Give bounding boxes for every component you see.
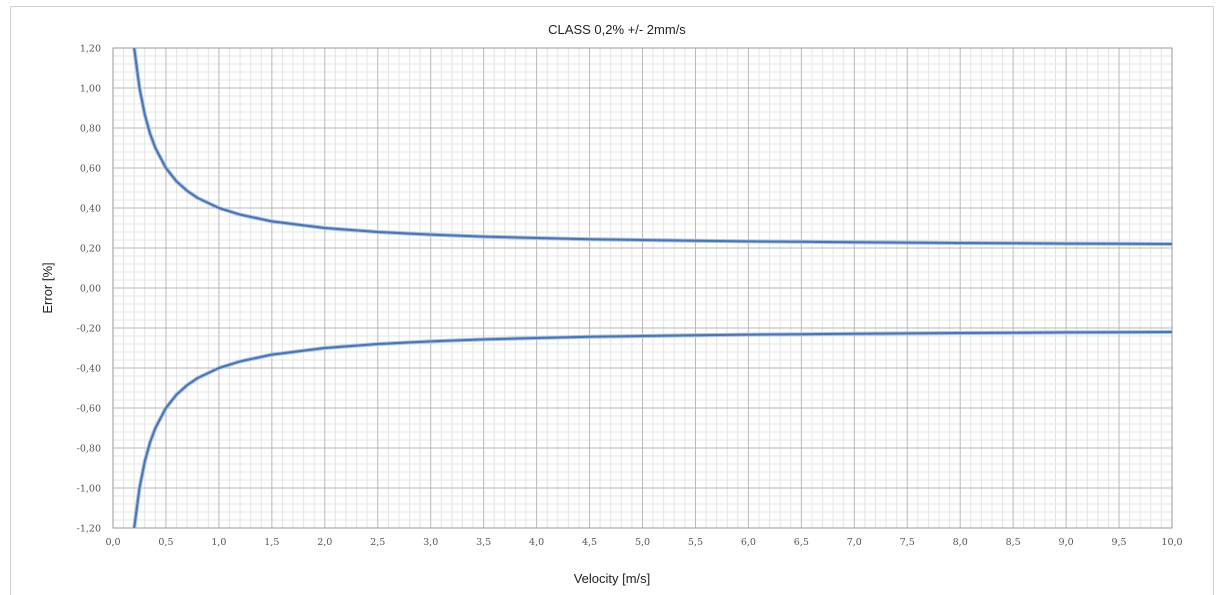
y-tick-label: 0,60 [80, 164, 101, 175]
y-tick-label: 1,00 [80, 84, 101, 95]
x-tick-label: 6,5 [794, 537, 809, 548]
major-gridlines [112, 47, 1173, 529]
y-tick-label: -0,20 [77, 324, 101, 335]
y-tick-label: 0,80 [80, 124, 101, 135]
y-tick-label: -0,80 [77, 444, 101, 455]
y-axis-ticks: 1,20 1,00 0,80 0,60 0,40 0,20 0,00 -0,20 -0,40 -0… [77, 44, 101, 535]
x-tick-label: 3,5 [476, 537, 491, 548]
x-tick-label: 8,0 [953, 537, 968, 548]
x-tick-label: 4,5 [582, 537, 597, 548]
x-tick-label: 0,5 [158, 537, 173, 548]
x-tick-label: 2,0 [317, 537, 332, 548]
x-axis-ticks: 0,0 0,5 1,0 1,5 2,0 2,5 3,0 3,5 4,0 4,5 5,0 5,5 6,0 6… [105, 537, 1182, 548]
x-tick-label: 7,5 [900, 537, 915, 548]
x-tick-label: 2,5 [370, 537, 385, 548]
y-tick-label: -1,00 [77, 484, 101, 495]
x-tick-label: 5,5 [688, 537, 703, 548]
y-tick-label: -0,60 [77, 404, 101, 415]
y-tick-label: 1,20 [80, 44, 101, 55]
y-tick-label: -1,20 [77, 524, 101, 535]
y-tick-label: 0,20 [80, 244, 101, 255]
x-axis-title: Velocity [m/s] [574, 571, 651, 586]
x-tick-label: 4,0 [529, 537, 544, 548]
x-tick-label: 1,5 [264, 537, 279, 548]
y-tick-label: 0,40 [80, 204, 101, 215]
x-tick-label: 5,0 [635, 537, 650, 548]
y-tick-label: 0,00 [80, 284, 101, 295]
lower-error-line [133, 331, 1173, 529]
x-tick-label: 9,5 [1111, 537, 1126, 548]
x-tick-label: 9,0 [1059, 537, 1074, 548]
x-tick-label: 1,0 [211, 537, 226, 548]
y-axis-title: Error [%] [40, 262, 55, 313]
x-tick-label: 10,0 [1161, 537, 1182, 548]
x-tick-label: 3,0 [423, 537, 438, 548]
chart-title: CLASS 0,2% +/- 2mm/s [548, 22, 686, 37]
x-tick-label: 0,0 [105, 537, 120, 548]
x-tick-label: 8,5 [1006, 537, 1021, 548]
y-tick-label: -0,40 [77, 364, 101, 375]
plot-area [112, 47, 1173, 529]
upper-error-line [133, 47, 1173, 245]
x-tick-label: 6,0 [741, 537, 756, 548]
x-tick-label: 7,0 [847, 537, 862, 548]
series-layer [132, 47, 1173, 529]
